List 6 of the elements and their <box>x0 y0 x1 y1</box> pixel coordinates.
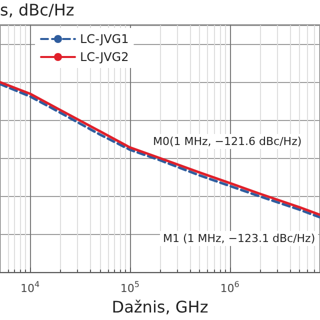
legend-label: LC-JVG1 <box>80 32 129 46</box>
annotation: M1 (1 MHz, −123.1 dBc/Hz) <box>163 232 316 245</box>
x-axis-title: Dažnis, GHz <box>112 298 208 316</box>
legend-label: LC-JVG2 <box>80 50 129 64</box>
y-axis-title: s, dBc/Hz <box>0 0 74 20</box>
annotation: M0(1 MHz, −121.6 dBc/Hz) <box>153 135 302 148</box>
